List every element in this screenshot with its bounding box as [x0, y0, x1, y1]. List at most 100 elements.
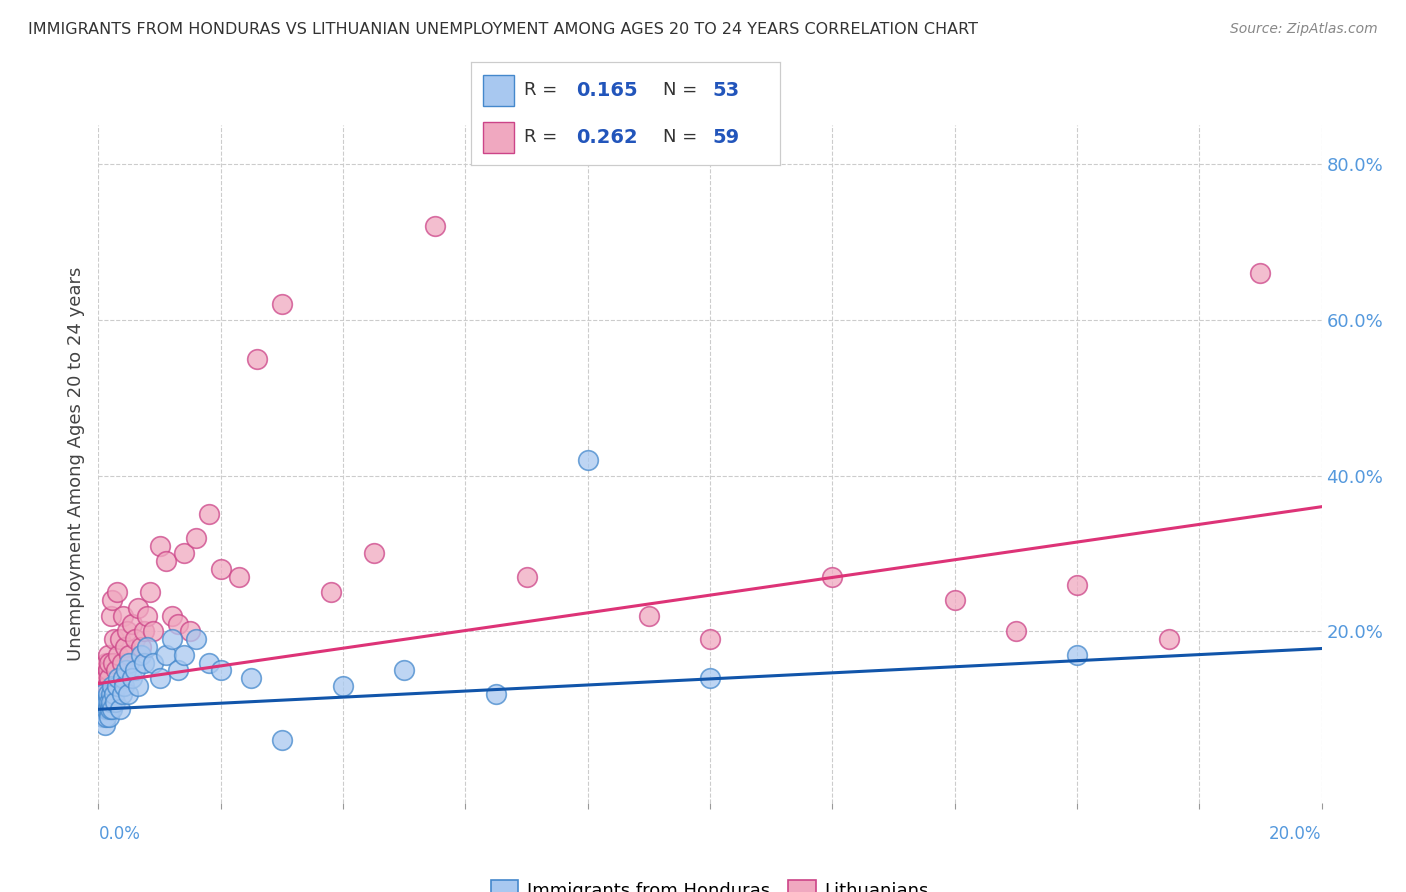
- FancyBboxPatch shape: [484, 122, 515, 153]
- Point: [142, 624, 165, 639]
- Point: [111, 671, 134, 685]
- Point: [108, 702, 131, 716]
- Point: [97, 710, 120, 724]
- Point: [108, 632, 131, 647]
- Point: [1066, 577, 1088, 591]
- Point: [319, 585, 342, 599]
- Point: [97, 687, 120, 701]
- Point: [423, 219, 446, 234]
- Point: [332, 679, 354, 693]
- Point: [96, 679, 118, 693]
- Point: [115, 663, 138, 677]
- Point: [112, 679, 135, 693]
- Point: [149, 671, 172, 685]
- Point: [142, 656, 165, 670]
- Point: [228, 570, 250, 584]
- Point: [124, 632, 146, 647]
- Point: [104, 694, 127, 708]
- Point: [107, 671, 129, 685]
- Point: [197, 656, 219, 670]
- Point: [96, 656, 118, 670]
- Point: [103, 632, 125, 647]
- Point: [90, 694, 112, 708]
- Point: [1066, 648, 1088, 662]
- Text: 0.262: 0.262: [576, 128, 638, 147]
- Point: [186, 632, 208, 647]
- Text: 0.165: 0.165: [576, 80, 638, 100]
- Point: [105, 679, 128, 693]
- Point: [118, 648, 141, 662]
- Point: [96, 702, 118, 716]
- Text: 20.0%: 20.0%: [1270, 825, 1322, 843]
- Point: [197, 508, 219, 522]
- Point: [100, 608, 122, 623]
- Point: [485, 687, 508, 701]
- Point: [101, 679, 124, 693]
- Point: [699, 671, 721, 685]
- Text: N =: N =: [662, 128, 697, 146]
- Point: [96, 694, 118, 708]
- Point: [93, 663, 115, 677]
- Point: [90, 687, 112, 701]
- Point: [1004, 624, 1026, 639]
- Point: [104, 663, 127, 677]
- Point: [240, 671, 263, 685]
- Point: [91, 679, 114, 693]
- FancyBboxPatch shape: [484, 75, 515, 105]
- Point: [516, 570, 538, 584]
- Point: [93, 702, 115, 716]
- Point: [91, 694, 114, 708]
- Point: [134, 624, 156, 639]
- Point: [167, 663, 190, 677]
- Point: [91, 710, 114, 724]
- Point: [173, 546, 195, 560]
- Point: [98, 656, 121, 670]
- Point: [121, 616, 143, 631]
- Point: [93, 702, 115, 716]
- Point: [101, 702, 124, 716]
- Point: [91, 687, 114, 701]
- Point: [97, 671, 120, 685]
- Point: [129, 640, 152, 654]
- Point: [246, 351, 269, 366]
- Point: [136, 608, 159, 623]
- Point: [173, 648, 195, 662]
- Point: [94, 718, 117, 732]
- Point: [94, 687, 117, 701]
- Point: [98, 702, 121, 716]
- Text: N =: N =: [662, 81, 697, 99]
- Y-axis label: Unemployment Among Ages 20 to 24 years: Unemployment Among Ages 20 to 24 years: [66, 267, 84, 661]
- Point: [186, 531, 208, 545]
- Point: [1249, 266, 1271, 280]
- Point: [392, 663, 416, 677]
- Point: [93, 694, 115, 708]
- Point: [363, 546, 385, 560]
- Point: [91, 702, 114, 716]
- Text: 59: 59: [713, 128, 740, 147]
- Point: [155, 648, 177, 662]
- Point: [103, 687, 125, 701]
- Point: [97, 663, 120, 677]
- Point: [114, 640, 136, 654]
- Text: 53: 53: [713, 80, 740, 100]
- Text: IMMIGRANTS FROM HONDURAS VS LITHUANIAN UNEMPLOYMENT AMONG AGES 20 TO 24 YEARS CO: IMMIGRANTS FROM HONDURAS VS LITHUANIAN U…: [28, 22, 979, 37]
- Point: [91, 671, 114, 685]
- Point: [129, 648, 152, 662]
- Point: [209, 663, 232, 677]
- Point: [100, 694, 122, 708]
- Point: [576, 453, 599, 467]
- Legend: Immigrants from Honduras, Lithuanians: Immigrants from Honduras, Lithuanians: [484, 873, 936, 892]
- Point: [100, 687, 122, 701]
- Point: [179, 624, 201, 639]
- Text: 0.0%: 0.0%: [98, 825, 141, 843]
- Point: [124, 663, 146, 677]
- Point: [117, 687, 139, 701]
- Point: [155, 554, 177, 568]
- Point: [115, 624, 138, 639]
- Text: R =: R =: [523, 128, 557, 146]
- Point: [94, 671, 117, 685]
- Point: [209, 562, 232, 576]
- Point: [97, 648, 120, 662]
- Point: [107, 648, 129, 662]
- Point: [134, 656, 156, 670]
